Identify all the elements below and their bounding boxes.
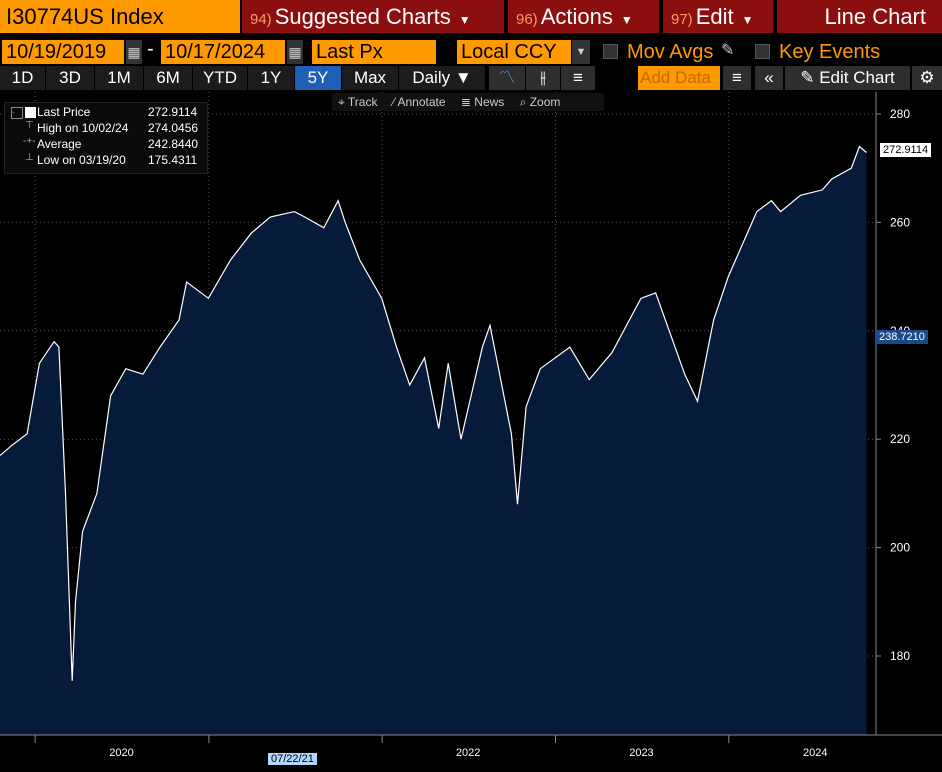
frequency-selector[interactable]: Daily ▼ (399, 66, 485, 90)
x-tick-label: 2023 (629, 747, 653, 759)
chevron-down-icon: ▼ (458, 13, 471, 27)
collapse-icon[interactable]: - (11, 107, 23, 119)
key-events-checkbox[interactable] (755, 44, 770, 59)
end-date-field[interactable]: 10/17/2024 (161, 40, 285, 64)
filter-menu-icon[interactable]: ≡ (723, 66, 751, 90)
legend-high-value: 274.0456 (148, 121, 199, 135)
range-5y[interactable]: 5Y (295, 66, 341, 90)
y-tick-label: 280 (890, 107, 910, 121)
zoom-tool[interactable]: Zoom (529, 95, 561, 109)
ticker-field[interactable]: I30774US Index (0, 0, 240, 33)
annotate-icon: ⁄ (392, 95, 395, 109)
last-price-tag: 272.9114 (880, 143, 932, 157)
news-tool[interactable]: News (474, 95, 505, 109)
menu-number: 94) (250, 11, 272, 28)
series-swatch (25, 107, 36, 118)
high-marker-icon: ⊤ (25, 120, 34, 131)
gear-icon[interactable]: ⚙ (912, 66, 942, 90)
chart-type-label[interactable]: Line Chart (777, 0, 942, 33)
pencil-icon: ✎ (800, 68, 820, 87)
edit-menu[interactable]: 97) Edit ▼ (663, 0, 773, 33)
average-price-tag: 238.7210 (876, 330, 928, 344)
range-1m[interactable]: 1M (95, 66, 143, 90)
legend-low-label: Low on 03/19/20 (37, 153, 126, 167)
actions-menu[interactable]: 96) Actions ▼ (508, 0, 659, 33)
range-1y[interactable]: 1Y (248, 66, 294, 90)
legend-avg-label: Average (37, 137, 82, 151)
chevron-down-icon: ▼ (620, 13, 633, 27)
start-date-field[interactable]: 10/19/2019 (2, 40, 124, 64)
menu-label: Actions (540, 4, 613, 29)
legend-last-value: 272.9114 (148, 105, 198, 119)
x-tick-label: 2022 (456, 747, 480, 759)
range-ytd[interactable]: YTD (193, 66, 247, 90)
chevron-down-icon[interactable]: ▼ (572, 40, 590, 64)
y-tick-label: 200 (890, 541, 910, 555)
calendar-icon[interactable]: ▦ (287, 40, 303, 64)
x-tick-label: 2024 (803, 747, 827, 759)
price-area (0, 146, 867, 735)
range-3d[interactable]: 3D (46, 66, 94, 90)
dropdown-menu-icon[interactable]: ≡ (561, 66, 595, 90)
track-tool[interactable]: Track (347, 95, 378, 109)
field-selector[interactable]: Last Px (312, 40, 436, 64)
candlestick-icon[interactable]: ⫲ (526, 66, 560, 90)
zoom-icon: ⌕ (519, 95, 527, 109)
range-6m[interactable]: 6M (144, 66, 192, 90)
key-events-label: Key Events (779, 41, 881, 63)
chevron-down-icon: ▼ (741, 13, 754, 27)
chart-subtools: ⌖ Track ⁄ Annotate ≣ News ⌕ Zoom (332, 93, 604, 111)
cursor-date-tag: 07/22/21 (268, 753, 317, 765)
range-max[interactable]: Max (342, 66, 398, 90)
pencil-icon[interactable]: ✎ (721, 42, 735, 59)
legend-high-label: High on 10/02/24 (37, 121, 129, 135)
y-tick-label: 180 (890, 649, 910, 663)
news-icon: ≣ (460, 95, 471, 109)
crosshair-icon: ⌖ (338, 95, 345, 109)
price-chart[interactable]: 1802002202402602802020202220232024 (0, 92, 942, 767)
chart-area[interactable]: 1802002202402602802020202220232024 (0, 92, 942, 767)
x-tick-label: 2020 (109, 747, 133, 759)
collapse-icon[interactable]: « (755, 66, 783, 90)
legend-avg-value: 242.8440 (148, 137, 199, 151)
range-1d[interactable]: 1D (0, 66, 45, 90)
menu-number: 96) (516, 11, 538, 28)
y-tick-label: 260 (890, 215, 910, 229)
annotate-tool[interactable]: Annotate (397, 95, 446, 109)
edit-chart-button[interactable]: ✎ Edit Chart (785, 66, 910, 90)
menu-label: Suggested Charts (274, 4, 451, 29)
legend-last-label: Last Price (37, 105, 91, 119)
price-line (0, 145, 867, 681)
low-marker-icon: ⊥ (25, 152, 34, 163)
suggested-charts-menu[interactable]: 94) Suggested Charts ▼ (242, 0, 504, 33)
menu-number: 97) (671, 11, 693, 28)
currency-selector[interactable]: Local CCY (457, 40, 571, 64)
line-chart-icon[interactable]: 〽 (489, 66, 525, 90)
chart-legend: - Last Price 272.9114 ⊤ High on 10/02/24… (4, 102, 208, 174)
mov-avgs-checkbox[interactable] (603, 44, 618, 59)
add-data-input[interactable]: Add Data (638, 66, 720, 90)
edit-chart-label: Edit Chart (819, 68, 895, 87)
legend-low-value: 175.4311 (148, 153, 198, 167)
date-separator: - (147, 38, 154, 60)
average-marker-icon: -+- (23, 136, 36, 147)
y-tick-label: 220 (890, 432, 910, 446)
mov-avgs-label: Mov Avgs (627, 41, 714, 63)
menu-label: Edit (695, 4, 734, 29)
calendar-icon[interactable]: ▦ (126, 40, 142, 64)
